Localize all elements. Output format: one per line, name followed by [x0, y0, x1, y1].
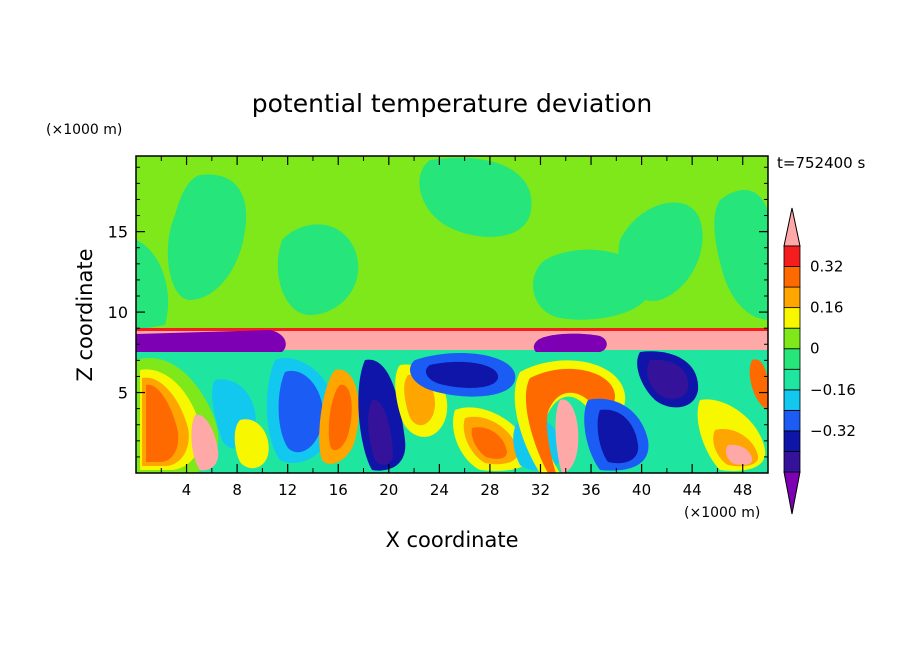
cold-cap: [136, 330, 286, 352]
x-tick-label: 28: [480, 481, 499, 499]
colorbar-swatch: [783, 409, 801, 432]
upper-cold-patch: [277, 224, 359, 315]
y-axis: 5 10 15: [108, 166, 768, 458]
x-tick-label: 4: [182, 481, 192, 499]
chart-title: potential temperature deviation: [252, 89, 652, 118]
warm-plume: [555, 399, 579, 473]
y-unit-label: (×1000 m): [46, 122, 122, 138]
cold-plume: [597, 409, 639, 464]
y-tick-label: 5: [118, 384, 128, 403]
colorbar-swatch: [783, 430, 801, 452]
warm-plume: [191, 414, 219, 471]
colorbar-swatch: [783, 286, 801, 309]
colorbar-swatch: [783, 451, 801, 473]
cold-plume: [278, 370, 323, 453]
warm-plume: [471, 427, 507, 459]
colorbar-label: −0.16: [810, 381, 856, 399]
upper-cold-patch: [167, 174, 247, 300]
plot-frame: [135, 155, 769, 474]
warm-plume: [525, 368, 616, 473]
colorbar: 0.32 0.16 0 −0.16 −0.32: [783, 207, 856, 515]
colorbar-swatch: [783, 266, 801, 288]
contour-field: [136, 156, 768, 473]
warm-plume: [328, 384, 352, 451]
colorbar-swatch: [783, 348, 801, 370]
inversion-strip: [136, 330, 768, 350]
colorbar-min-triangle: [783, 471, 801, 515]
colorbar-label: 0.16: [810, 299, 843, 317]
colorbar-label: −0.32: [810, 422, 856, 440]
y-tick-label: 10: [108, 303, 128, 322]
x-tick-label: 24: [430, 481, 449, 499]
x-tick-label: 32: [531, 481, 550, 499]
x-axis-label: X coordinate: [385, 528, 518, 552]
colorbar-swatch: [783, 307, 801, 329]
inversion-edge: [136, 328, 768, 331]
x-tick-label: 36: [581, 481, 600, 499]
y-axis-label: Z coordinate: [73, 248, 97, 381]
warm-plume: [146, 384, 179, 462]
x-axis: 4 8 12 16 20 24 28 32 36 40 44 48: [160, 156, 752, 499]
cold-plume: [647, 359, 689, 399]
x-tick-label: 48: [733, 481, 752, 499]
x-tick-label: 44: [683, 481, 702, 499]
colorbar-label: 0.32: [810, 258, 843, 276]
x-tick-label: 16: [329, 481, 348, 499]
colorbar-swatch: [783, 327, 801, 350]
colorbar-label: 0: [810, 340, 820, 358]
time-label: t=752400 s: [777, 154, 865, 172]
colorbar-swatch: [783, 245, 801, 267]
warm-plume: [725, 444, 752, 465]
upper-cold-patch: [618, 202, 703, 301]
x-tick-label: 8: [232, 481, 242, 499]
warm-plume: [234, 419, 269, 469]
x-tick-label: 12: [278, 481, 297, 499]
colorbar-swatch: [783, 368, 801, 391]
colorbar-max-triangle: [783, 207, 801, 247]
upper-cold-patch: [419, 157, 532, 237]
cold-cap: [533, 333, 607, 352]
x-tick-label: 40: [632, 481, 651, 499]
upper-cold-patch: [714, 190, 768, 320]
upper-cold-patch: [136, 240, 169, 330]
x-unit-label: (×1000 m): [684, 505, 760, 521]
cold-plume: [425, 361, 499, 388]
y-tick-label: 15: [108, 223, 128, 242]
colorbar-swatch: [783, 389, 801, 411]
cold-plume: [368, 399, 393, 465]
x-tick-label: 20: [379, 481, 398, 499]
warm-plume: [749, 359, 768, 410]
